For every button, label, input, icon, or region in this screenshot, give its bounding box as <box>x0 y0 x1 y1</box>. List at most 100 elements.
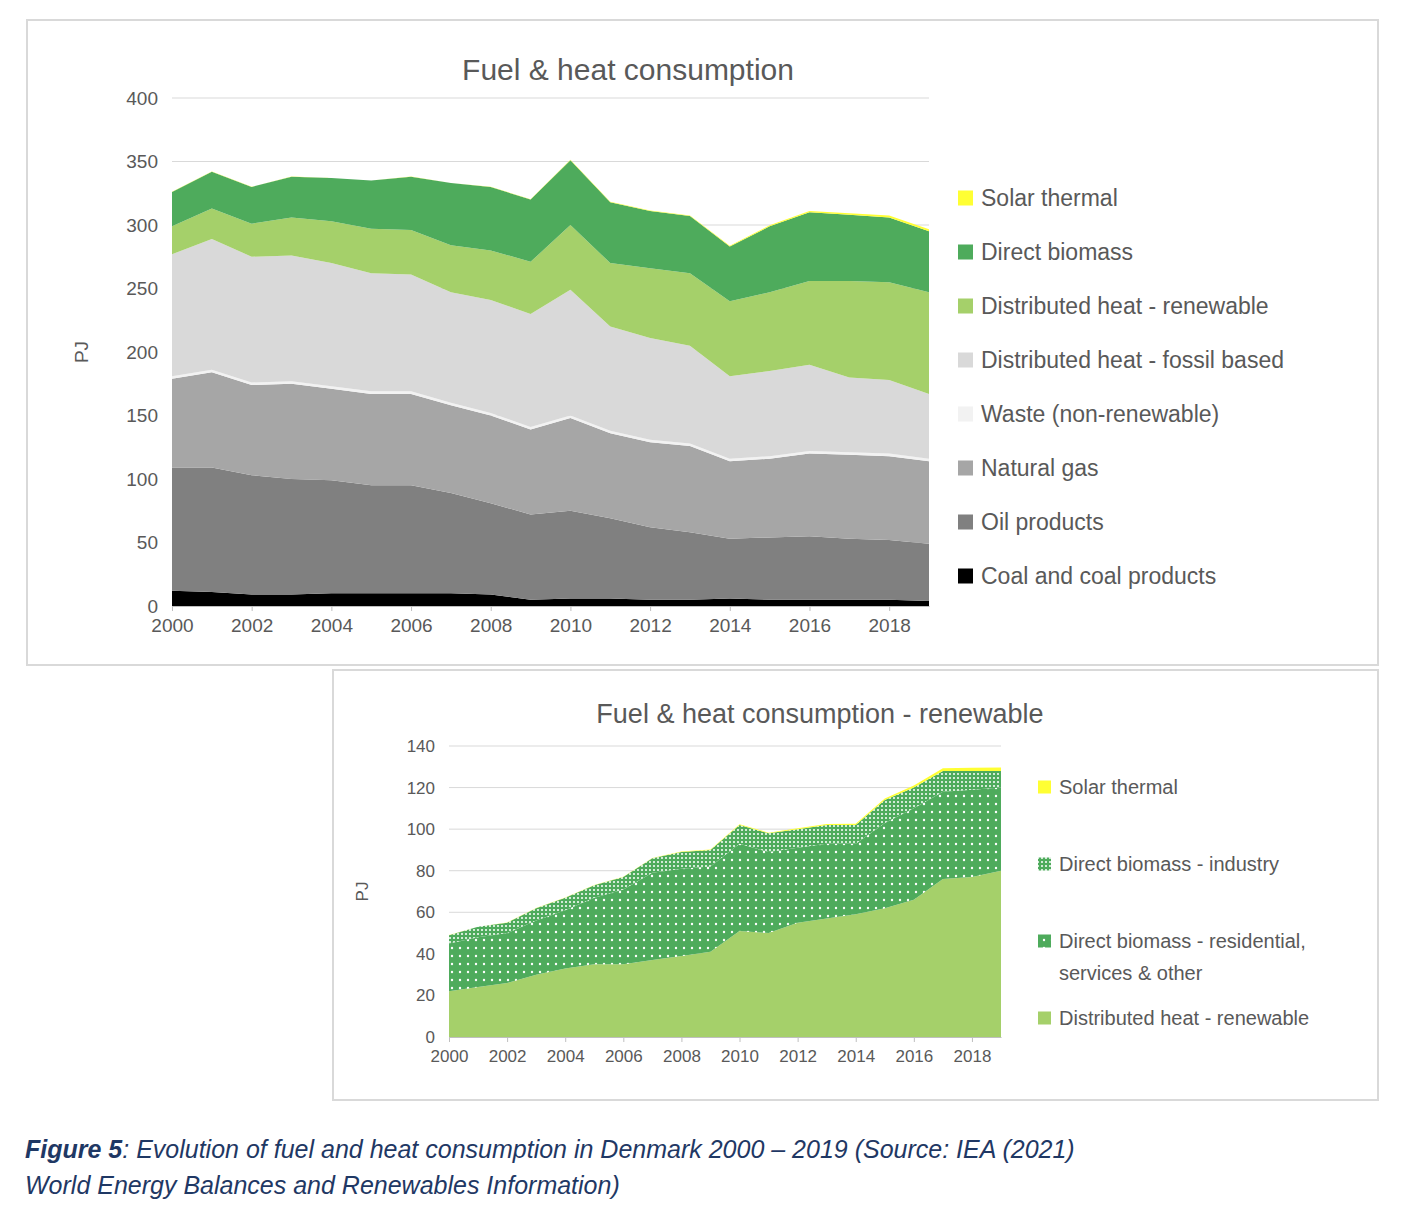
title: Fuel & heat consumption <box>462 53 794 86</box>
tick-mark <box>650 606 651 611</box>
tick-mark <box>740 1037 741 1042</box>
tick-mark <box>507 1037 508 1042</box>
tick-label: 2006 <box>390 615 432 636</box>
tick-label: 2008 <box>470 615 512 636</box>
tick-mark <box>570 606 571 611</box>
tick: 2016 <box>895 1037 933 1066</box>
tick-label: 2014 <box>709 615 752 636</box>
tick: 2014 <box>837 1037 875 1066</box>
tick: 0 <box>426 1028 449 1047</box>
tick: 20 <box>416 986 449 1005</box>
tick-label: 2004 <box>311 615 354 636</box>
axis-title: PJ <box>353 882 372 902</box>
legend-swatch <box>958 299 973 314</box>
legend-label: Direct biomass - residential,services & … <box>1059 930 1306 984</box>
area <box>449 768 1001 936</box>
tick-label: 2000 <box>151 615 193 636</box>
legend-swatch <box>958 191 973 206</box>
tick: 2002 <box>231 606 273 636</box>
tick-label: 2014 <box>837 1047 875 1066</box>
legend-item: Solar thermal <box>1038 776 1178 798</box>
legend-item: Natural gas <box>958 455 1099 481</box>
legend-swatch <box>958 353 973 368</box>
tick-mark <box>914 1037 915 1042</box>
tick-label: 300 <box>126 215 158 236</box>
tick-label: 2016 <box>789 615 831 636</box>
legend-item: Waste (non-renewable) <box>958 401 1219 427</box>
y-axis: 020406080100120140 <box>407 737 450 1047</box>
tick-mark <box>411 606 412 611</box>
tick-mark <box>856 1037 857 1042</box>
tick-label: 20 <box>416 986 435 1005</box>
chart-frame <box>333 670 1378 1100</box>
tick: 2018 <box>954 1037 992 1066</box>
grid-line <box>172 161 929 162</box>
tick: 2008 <box>663 1037 701 1066</box>
tick: 80 <box>416 862 449 881</box>
tick-label: 2002 <box>231 615 273 636</box>
axis-title: PJ <box>71 341 92 363</box>
tick-label: 400 <box>126 88 158 109</box>
tick-label: 100 <box>407 820 435 839</box>
legend-swatch <box>1038 935 1051 948</box>
x-axis: 2000200220042006200820102012201420162018 <box>431 1037 1002 1066</box>
tick-label: 2012 <box>779 1047 817 1066</box>
tick: 2006 <box>605 1037 643 1066</box>
x-axis: 2000 2002 2004 2006 2008 2010 2012 2014 2016 2018 <box>151 606 929 636</box>
grid-line <box>449 746 1001 747</box>
legend-swatch <box>958 569 973 584</box>
area <box>449 788 1001 992</box>
tick: 2004 <box>547 1037 585 1066</box>
tick-mark <box>491 606 492 611</box>
tick: 2012 <box>629 606 671 636</box>
legend-label: Natural gas <box>981 455 1099 481</box>
grid-line <box>172 98 929 99</box>
tick: 2002 <box>489 1037 527 1066</box>
legend-item: Coal and coal products <box>958 563 1216 589</box>
tick-mark <box>809 606 810 611</box>
y-axis: 050100150200250300350400 <box>126 88 172 617</box>
legend: Solar thermal Direct biomass Distributed h… <box>958 185 1284 589</box>
tick-label: 40 <box>416 945 435 964</box>
legend-label: Coal and coal products <box>981 563 1216 589</box>
title: Fuel & heat consumption - renewable <box>596 699 1043 729</box>
chart: 0204060801001201402000200220042006200820… <box>333 670 1378 1100</box>
tick: 2016 <box>789 606 831 636</box>
tick: 200 <box>126 342 172 363</box>
axis-line <box>173 606 930 607</box>
plot-area <box>172 160 929 606</box>
axis-line <box>449 747 450 1038</box>
tick: 350 <box>126 151 172 172</box>
tick-label: 2010 <box>721 1047 759 1066</box>
chart: 0501001502002503003504002000200220042006… <box>27 20 1378 665</box>
tick-label: 350 <box>126 151 158 172</box>
legend-item: Distributed heat - renewable <box>958 293 1269 319</box>
tick-mark <box>681 1037 682 1042</box>
tick-label: 80 <box>416 862 435 881</box>
tick: 250 <box>126 278 172 299</box>
legend-item: Direct biomass <box>958 239 1133 265</box>
caption-label: Figure 5 <box>25 1135 123 1163</box>
legend-swatch <box>1038 858 1051 871</box>
tick: 100 <box>407 820 449 839</box>
tick-label: 2010 <box>550 615 592 636</box>
tick: 100 <box>126 469 172 490</box>
tick-label: 2018 <box>954 1047 992 1066</box>
tick-label: 250 <box>126 278 158 299</box>
tick-label: 2006 <box>605 1047 643 1066</box>
tick: 2010 <box>550 606 592 636</box>
legend-item: Direct biomass - industry <box>1038 853 1279 875</box>
grid <box>449 746 1001 1037</box>
legend-swatch <box>958 515 973 530</box>
tick-mark <box>252 606 253 611</box>
tick-label: 2004 <box>547 1047 585 1066</box>
tick-mark <box>449 1037 450 1042</box>
legend-label: Solar thermal <box>1059 776 1178 798</box>
legend-label: Solar thermal <box>981 185 1118 211</box>
tick-mark <box>565 1037 566 1042</box>
tick-label: 150 <box>126 405 158 426</box>
tick: 2018 <box>869 606 911 636</box>
tick-label: 2012 <box>629 615 671 636</box>
tick-label: 0 <box>147 596 158 617</box>
tick-label: 140 <box>407 737 435 756</box>
